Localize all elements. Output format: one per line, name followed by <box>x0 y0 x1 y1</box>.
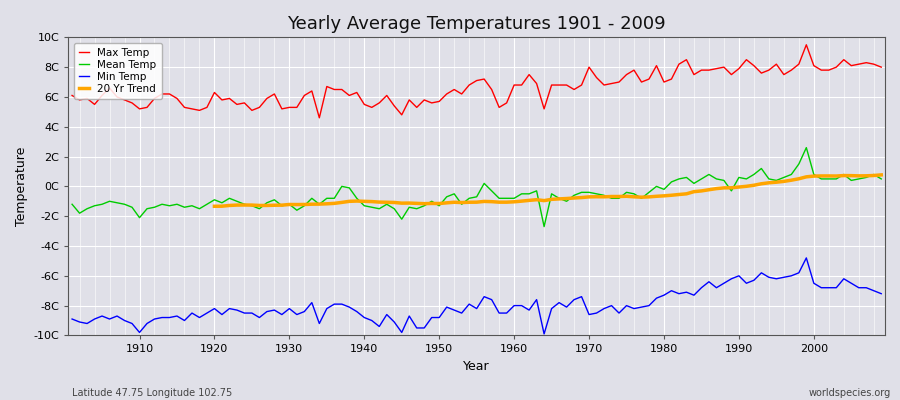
20 Yr Trend <box>876 172 886 177</box>
Max Temp <box>67 93 77 98</box>
Min Temp <box>876 291 886 296</box>
Min Temp <box>292 312 302 317</box>
Line: Min Temp: Min Temp <box>72 258 881 334</box>
X-axis label: Year: Year <box>464 360 490 373</box>
Legend: Max Temp, Mean Temp, Min Temp, 20 Yr Trend: Max Temp, Mean Temp, Min Temp, 20 Yr Tre… <box>74 42 162 99</box>
Max Temp <box>801 42 812 47</box>
Max Temp <box>508 83 519 88</box>
Max Temp <box>517 83 527 88</box>
Max Temp <box>314 116 325 120</box>
Min Temp <box>508 303 519 308</box>
Mean Temp <box>508 196 519 201</box>
Max Temp <box>876 65 886 70</box>
Max Temp <box>344 93 355 98</box>
20 Yr Trend <box>846 173 857 178</box>
Line: Max Temp: Max Temp <box>72 45 881 118</box>
20 Yr Trend <box>209 204 220 209</box>
Mean Temp <box>67 202 77 207</box>
Mean Temp <box>539 224 550 229</box>
Mean Temp <box>876 176 886 181</box>
Mean Temp <box>127 205 138 210</box>
20 Yr Trend <box>778 179 789 184</box>
Title: Yearly Average Temperatures 1901 - 2009: Yearly Average Temperatures 1901 - 2009 <box>287 15 666 33</box>
Min Temp <box>337 302 347 306</box>
Min Temp <box>801 256 812 260</box>
Min Temp <box>539 332 550 336</box>
Line: 20 Yr Trend: 20 Yr Trend <box>214 175 881 206</box>
Text: worldspecies.org: worldspecies.org <box>809 388 891 398</box>
Mean Temp <box>337 184 347 189</box>
20 Yr Trend <box>763 180 774 185</box>
Mean Temp <box>292 208 302 213</box>
Line: Mean Temp: Mean Temp <box>72 148 881 227</box>
Max Temp <box>127 100 138 105</box>
Max Temp <box>292 105 302 110</box>
Min Temp <box>67 317 77 322</box>
Max Temp <box>606 81 616 86</box>
Mean Temp <box>501 196 512 201</box>
Min Temp <box>501 311 512 316</box>
Mean Temp <box>801 145 812 150</box>
Min Temp <box>127 321 138 326</box>
Min Temp <box>606 303 616 308</box>
Y-axis label: Temperature: Temperature <box>15 147 28 226</box>
20 Yr Trend <box>299 202 310 207</box>
Text: Latitude 47.75 Longitude 102.75: Latitude 47.75 Longitude 102.75 <box>72 388 232 398</box>
20 Yr Trend <box>673 192 684 197</box>
20 Yr Trend <box>411 201 422 206</box>
Mean Temp <box>606 196 616 201</box>
